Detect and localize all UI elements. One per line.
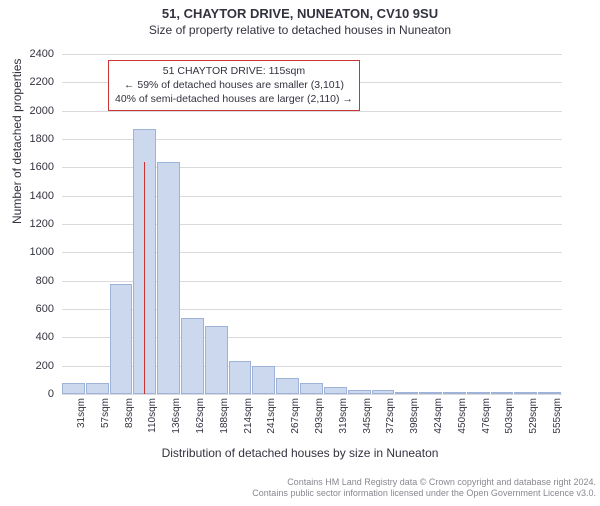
- bar: [491, 392, 514, 394]
- marker-line: [144, 162, 145, 394]
- x-tick: 188sqm: [219, 398, 230, 448]
- y-tick: 2200: [14, 76, 54, 88]
- x-tick: 110sqm: [147, 398, 158, 448]
- y-tick: 0: [14, 388, 54, 400]
- y-tick: 1400: [14, 190, 54, 202]
- gridline: [62, 394, 562, 395]
- x-tick: 83sqm: [124, 398, 135, 448]
- x-tick: 503sqm: [504, 398, 515, 448]
- y-tick: 1800: [14, 133, 54, 145]
- footer-line-1: Contains HM Land Registry data © Crown c…: [0, 477, 596, 489]
- x-tick: 476sqm: [481, 398, 492, 448]
- annotation-box: 51 CHAYTOR DRIVE: 115sqm ← 59% of detach…: [108, 60, 360, 111]
- y-tick: 1200: [14, 218, 54, 230]
- bar: [348, 390, 371, 394]
- x-tick: 214sqm: [243, 398, 254, 448]
- x-axis-label: Distribution of detached houses by size …: [0, 446, 600, 460]
- x-tick: 241sqm: [266, 398, 277, 448]
- bar: [229, 361, 252, 394]
- x-tick: 555sqm: [552, 398, 563, 448]
- x-tick: 162sqm: [195, 398, 206, 448]
- x-tick: 398sqm: [409, 398, 420, 448]
- bar: [62, 383, 85, 394]
- bar: [538, 392, 561, 394]
- bar: [181, 318, 204, 395]
- annotation-line-3: 40% of semi-detached houses are larger (…: [115, 92, 353, 106]
- bar: [252, 366, 275, 394]
- y-tick: 1600: [14, 161, 54, 173]
- bar: [276, 378, 299, 394]
- annotation-line-2: ← 59% of detached houses are smaller (3,…: [115, 78, 353, 92]
- x-tick: 529sqm: [528, 398, 539, 448]
- y-tick: 800: [14, 275, 54, 287]
- gridline: [62, 111, 562, 112]
- bar: [324, 387, 347, 394]
- y-tick: 1000: [14, 246, 54, 258]
- x-tick: 319sqm: [338, 398, 349, 448]
- y-tick: 2000: [14, 105, 54, 117]
- bar: [110, 284, 133, 395]
- title-main: 51, CHAYTOR DRIVE, NUNEATON, CV10 9SU: [0, 6, 600, 21]
- bar: [419, 392, 442, 394]
- footer: Contains HM Land Registry data © Crown c…: [0, 477, 600, 500]
- bar: [86, 383, 109, 394]
- bar: [372, 390, 395, 394]
- bar: [157, 162, 180, 394]
- x-tick: 450sqm: [457, 398, 468, 448]
- bar: [395, 392, 418, 394]
- x-tick: 345sqm: [362, 398, 373, 448]
- bar: [300, 383, 323, 394]
- bar: [467, 392, 490, 394]
- x-tick: 424sqm: [433, 398, 444, 448]
- x-tick: 31sqm: [76, 398, 87, 448]
- x-tick: 136sqm: [171, 398, 182, 448]
- chart-area: 0200400600800100012001400160018002000220…: [62, 54, 562, 394]
- footer-line-2: Contains public sector information licen…: [0, 488, 596, 500]
- y-tick: 2400: [14, 48, 54, 60]
- bar: [133, 129, 156, 394]
- annotation-line-1: 51 CHAYTOR DRIVE: 115sqm: [115, 64, 353, 78]
- y-tick: 600: [14, 303, 54, 315]
- title-sub: Size of property relative to detached ho…: [0, 23, 600, 37]
- x-tick: 372sqm: [385, 398, 396, 448]
- bar: [205, 326, 228, 394]
- x-tick: 57sqm: [100, 398, 111, 448]
- x-tick: 267sqm: [290, 398, 301, 448]
- gridline: [62, 54, 562, 55]
- x-tick: 293sqm: [314, 398, 325, 448]
- bar: [514, 392, 537, 394]
- bar: [443, 392, 466, 394]
- y-tick: 400: [14, 331, 54, 343]
- y-tick: 200: [14, 360, 54, 372]
